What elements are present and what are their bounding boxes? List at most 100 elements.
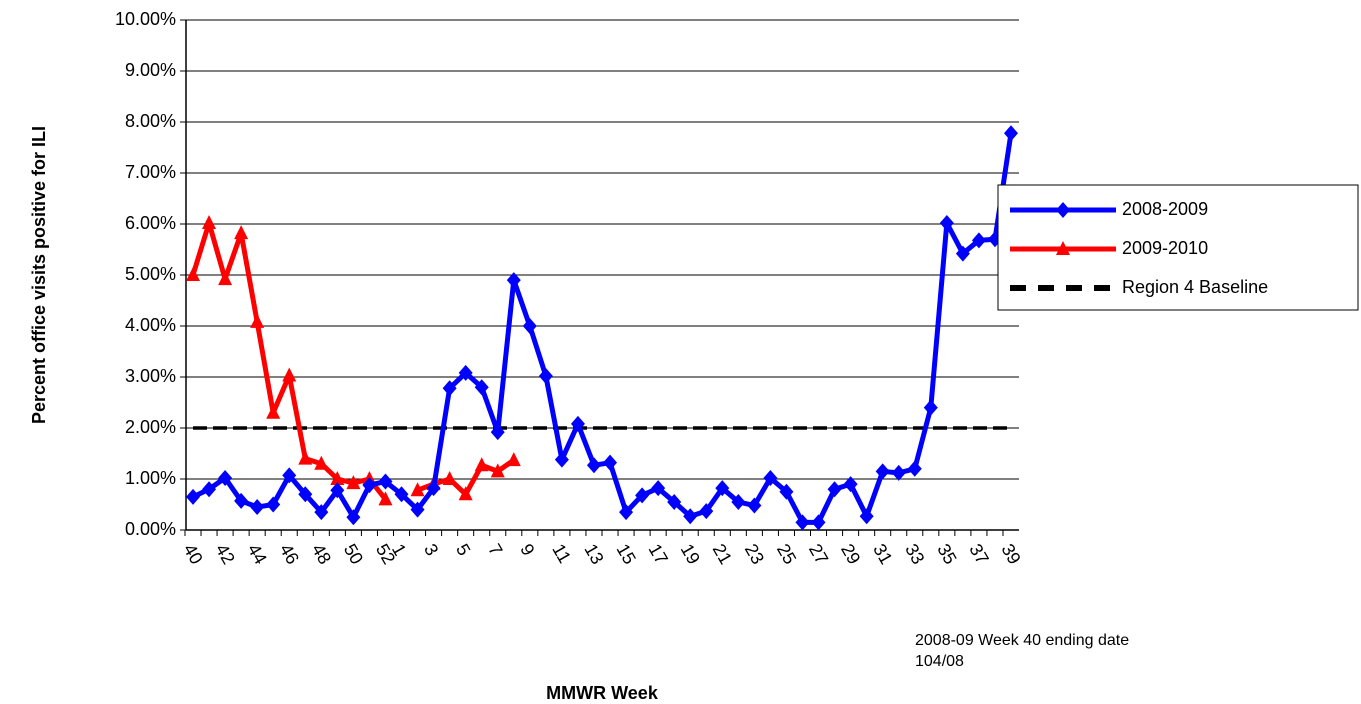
point <box>474 457 489 472</box>
point <box>282 467 297 484</box>
point <box>458 364 473 381</box>
x-tick-label: 40 <box>179 540 206 567</box>
point <box>651 480 666 497</box>
point <box>763 469 778 486</box>
point <box>266 404 281 419</box>
x-tick-label: 19 <box>677 540 704 567</box>
point <box>442 471 457 485</box>
point <box>907 460 922 477</box>
point <box>362 477 377 494</box>
note: 104/08 <box>915 653 964 670</box>
point <box>699 503 714 520</box>
legend-label: 2008-2009 <box>1122 199 1208 219</box>
point <box>490 424 505 441</box>
y-tick-label: 0.00% <box>125 519 176 539</box>
point <box>202 481 217 498</box>
point <box>522 318 537 334</box>
point <box>570 415 585 432</box>
y-tick-label: 2.00% <box>125 417 176 437</box>
y-tick-label: 8.00% <box>125 111 176 131</box>
point <box>250 499 265 516</box>
x-tick-label: 21 <box>709 540 736 567</box>
x-tick-label: 9 <box>516 540 538 559</box>
x-axis-label: MMWR Week <box>546 683 659 703</box>
y-tick-label: 5.00% <box>125 264 176 284</box>
x-tick-label: 7 <box>484 540 506 559</box>
x-tick-label: 5 <box>452 540 474 559</box>
x-tick-label: 29 <box>837 540 864 567</box>
point <box>603 454 618 471</box>
y-tick-label: 6.00% <box>125 213 176 233</box>
x-tick-label: 13 <box>580 540 607 567</box>
point <box>218 271 233 286</box>
point <box>186 267 200 281</box>
y-tick-label: 7.00% <box>125 162 176 182</box>
x-tick-label: 3 <box>420 540 442 559</box>
point <box>586 457 601 474</box>
x-tick-label: 11 <box>548 540 575 566</box>
point <box>394 486 409 503</box>
y-tick-label: 4.00% <box>125 315 176 335</box>
x-tick-label: 39 <box>997 540 1024 567</box>
point <box>218 469 233 486</box>
x-tick-label: 46 <box>276 540 303 567</box>
point <box>619 504 634 521</box>
point <box>186 488 200 505</box>
point <box>250 313 265 328</box>
y-tick-label: 9.00% <box>125 60 176 80</box>
point <box>795 514 810 531</box>
point <box>506 452 521 467</box>
note: 2008-09 Week 40 ending date <box>915 632 1129 649</box>
x-tick-label: 50 <box>340 540 367 567</box>
point <box>330 482 345 499</box>
point <box>266 496 281 513</box>
x-tick-label: 33 <box>901 540 928 567</box>
x-tick-label: 27 <box>805 540 832 567</box>
point <box>426 480 441 497</box>
x-tick-label: 44 <box>244 540 271 567</box>
x-tick-label: 23 <box>741 540 768 567</box>
point <box>410 501 425 518</box>
point <box>731 493 746 510</box>
point <box>298 486 313 503</box>
point <box>971 232 986 249</box>
point <box>378 491 393 506</box>
point <box>474 379 489 396</box>
point <box>811 514 826 531</box>
point <box>715 480 730 497</box>
point <box>506 272 521 289</box>
point <box>346 509 361 526</box>
point <box>891 464 906 481</box>
y-tick-label: 10.00% <box>115 9 176 29</box>
point <box>314 504 329 521</box>
point <box>1056 202 1070 218</box>
legend-label: Region 4 Baseline <box>1122 277 1268 297</box>
x-tick-label: 15 <box>612 540 639 567</box>
x-tick-label: 31 <box>869 540 896 567</box>
point <box>923 399 938 416</box>
point <box>346 475 361 490</box>
point <box>827 481 842 498</box>
x-tick-label: 48 <box>308 540 335 567</box>
point <box>202 214 217 229</box>
legend-label: 2009-2010 <box>1122 238 1208 258</box>
point <box>490 463 505 478</box>
point <box>667 493 682 510</box>
point <box>298 450 313 465</box>
point <box>282 367 297 382</box>
x-tick-label: 25 <box>773 540 800 567</box>
point <box>875 463 890 480</box>
point <box>635 487 650 504</box>
y-tick-label: 3.00% <box>125 366 176 386</box>
x-tick-label: 42 <box>212 540 239 567</box>
point <box>859 508 874 525</box>
series-line <box>191 132 1014 525</box>
x-tick-label: 35 <box>933 540 960 567</box>
point <box>955 245 970 262</box>
point <box>442 380 457 397</box>
y-axis-label: Percent office visits positive for ILI <box>29 126 49 424</box>
point <box>314 455 329 470</box>
point <box>747 497 762 514</box>
